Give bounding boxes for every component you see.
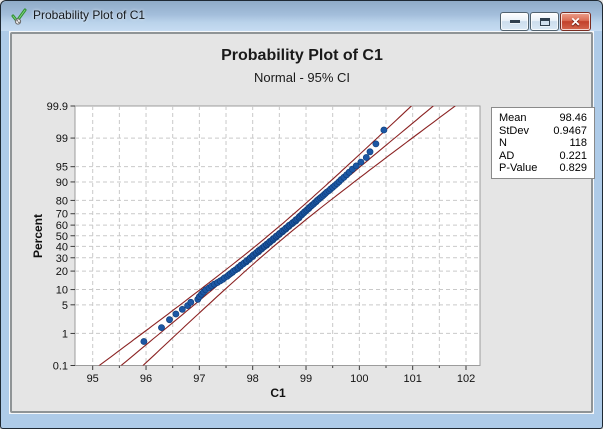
caption-buttons: ✕ [499,12,591,31]
title-bar[interactable]: Probability Plot of C1 ✕ [1,1,602,31]
figure-background [10,32,593,413]
window-title: Probability Plot of C1 [33,8,146,22]
maximize-icon [539,17,550,26]
minimize-icon [509,20,520,23]
close-icon: ✕ [570,14,581,29]
maximize-button[interactable] [530,12,559,31]
green-check-graph-icon [11,8,27,25]
minimize-button[interactable] [500,12,529,31]
graph-client-area [9,31,594,414]
close-button[interactable]: ✕ [560,12,591,31]
